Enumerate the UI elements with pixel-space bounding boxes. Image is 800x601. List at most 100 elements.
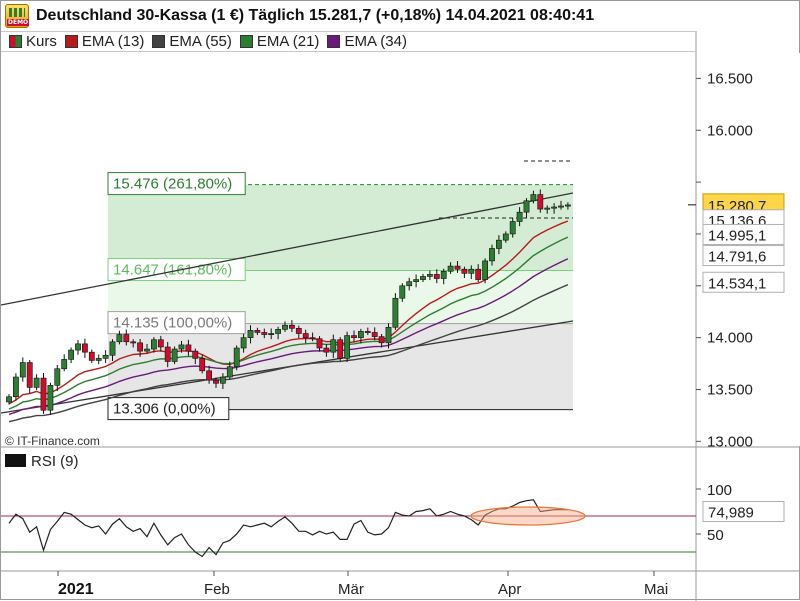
copyright-text: © IT-Finance.com	[5, 434, 100, 448]
candle-body	[102, 354, 109, 359]
candle-body	[475, 268, 482, 280]
ema-55-swatch-icon	[152, 35, 166, 48]
candle-body	[109, 341, 116, 356]
legend-label: EMA (55)	[169, 33, 232, 50]
candle-body	[433, 274, 440, 279]
candle-body	[406, 281, 413, 287]
fib-label-box	[107, 311, 246, 335]
fib-zone-100	[108, 323, 573, 410]
price-tick-label: 13.000	[707, 433, 753, 450]
candle-body	[157, 339, 164, 348]
candle-body	[240, 337, 247, 349]
candle-body	[378, 336, 385, 344]
fib-label: 13.306 (0,00%)	[113, 401, 216, 418]
candle-body	[482, 260, 488, 280]
rsi-value-tag	[702, 501, 785, 523]
month-label: Feb	[204, 581, 230, 598]
ema-21-line	[8, 236, 569, 410]
candle-body	[351, 335, 357, 338]
fib-label: 14.647 (161,80%)	[113, 262, 232, 279]
candle-body	[247, 330, 254, 338]
fib-label-box	[107, 172, 246, 196]
ema-55-line	[8, 284, 569, 423]
rsi-tick-label: 50	[707, 527, 724, 544]
candle-body	[530, 194, 537, 202]
month-label: Mai	[644, 581, 668, 598]
candle-body	[26, 362, 33, 388]
price-tick-label: 13.500	[707, 381, 753, 398]
ema-13-line	[8, 220, 569, 405]
candle-body	[302, 333, 309, 338]
candle-body	[68, 349, 74, 360]
candle-body	[551, 206, 557, 209]
legend-label: Kurs	[26, 33, 57, 50]
candle-body	[426, 274, 433, 277]
rsi-line	[8, 499, 568, 558]
candle-body	[47, 385, 54, 411]
candle-body	[344, 335, 350, 359]
candle-body	[323, 347, 330, 353]
candle-body	[54, 368, 61, 386]
candle-body	[454, 265, 461, 270]
value-tag	[702, 245, 785, 267]
candle-body	[213, 379, 219, 384]
month-label: Mär	[338, 581, 364, 598]
candle-body	[337, 339, 344, 359]
candle-body	[420, 276, 426, 280]
candle-body	[440, 270, 447, 279]
candle-body	[137, 342, 143, 352]
indicator-legend: Kurs EMA (13) EMA (55) EMA (21) EMA (34)	[1, 31, 696, 52]
candle-body	[364, 331, 371, 333]
candle-body	[123, 334, 130, 343]
candle-body	[275, 329, 281, 334]
candle-body	[33, 377, 40, 388]
candle-body	[489, 248, 495, 262]
legend-item-ema-34[interactable]: EMA (34)	[327, 33, 407, 50]
candle-body	[447, 265, 454, 272]
candle-body	[282, 324, 288, 330]
ema-13-swatch-icon	[64, 35, 78, 48]
candle-body	[88, 351, 95, 361]
price-tick-label: 16.500	[707, 70, 753, 87]
candle-body	[254, 330, 261, 333]
rsi-legend-label: RSI (9)	[31, 453, 79, 470]
candle-body	[13, 376, 19, 398]
value-tag-label: 14.791,6	[708, 249, 766, 266]
candle-body	[261, 332, 268, 335]
candle-body	[288, 324, 295, 329]
candle-body	[516, 211, 523, 222]
candle-body	[309, 337, 316, 340]
candle-body	[544, 207, 551, 210]
candle-body	[164, 346, 171, 362]
candle-body	[330, 339, 337, 353]
legend-item-kurs[interactable]: Kurs	[9, 33, 57, 50]
fib-zone-261	[108, 184, 573, 271]
ema-34-swatch-icon	[327, 35, 341, 48]
candle-body	[95, 358, 102, 361]
candle-body	[537, 194, 544, 210]
fib-label-box	[107, 397, 230, 421]
candle-body	[295, 328, 302, 334]
month-label: Apr	[498, 581, 521, 598]
ema-34-line	[8, 258, 569, 415]
value-tag	[702, 223, 785, 245]
candle-body	[468, 268, 475, 274]
candle-body	[130, 341, 137, 344]
candle-body	[206, 370, 212, 381]
channel-upper-line	[1, 192, 574, 306]
candle-body	[233, 347, 240, 367]
legend-item-ema-55[interactable]: EMA (55)	[152, 33, 232, 50]
legend-item-ema-13[interactable]: EMA (13)	[64, 33, 144, 50]
candle-body	[392, 297, 399, 328]
rsi-tick-label: 100	[707, 482, 732, 499]
candle-body	[523, 200, 530, 213]
candle-body	[226, 366, 233, 378]
candle-body	[385, 326, 392, 344]
candle-body	[268, 333, 275, 335]
legend-item-ema-21[interactable]: EMA (21)	[239, 33, 319, 50]
legend-label: EMA (34)	[344, 33, 407, 50]
rsi-highlight-ellipse	[470, 506, 586, 526]
candle-body	[82, 343, 88, 353]
